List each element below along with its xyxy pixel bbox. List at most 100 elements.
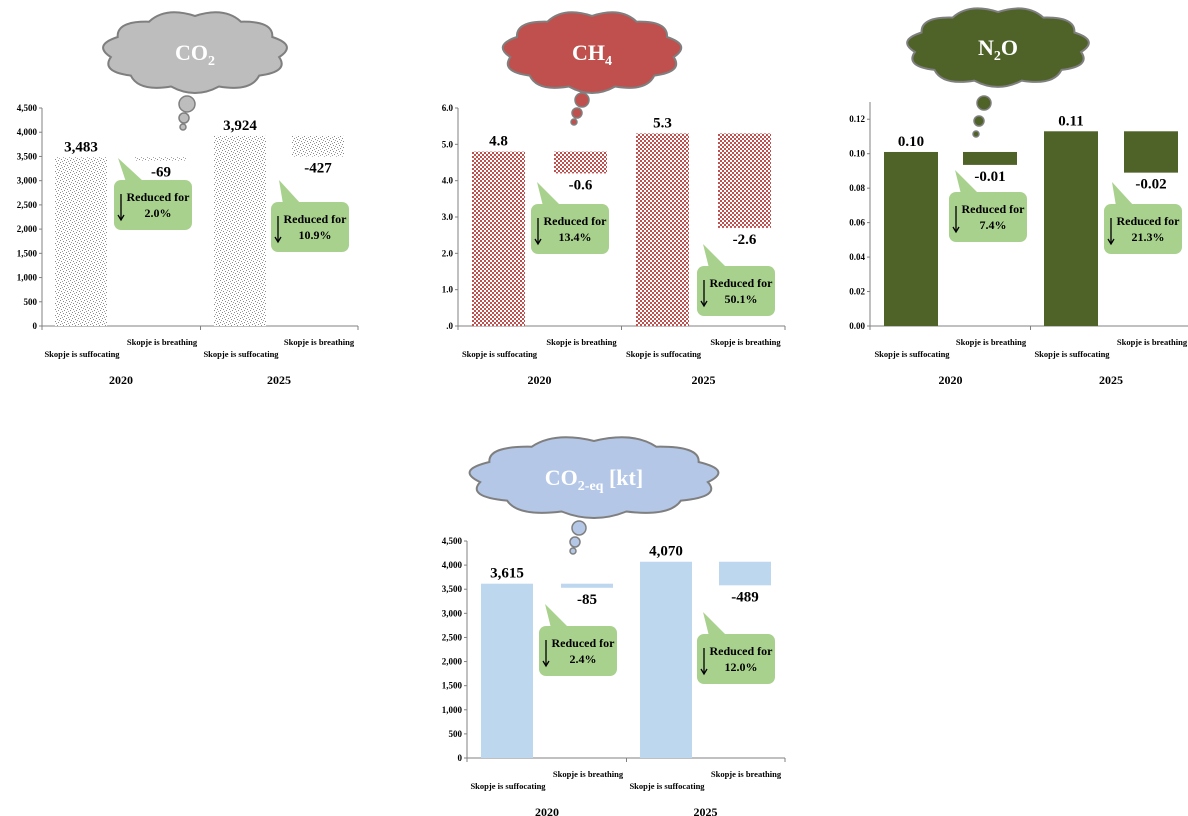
data-label-breathing: -0.01 (974, 169, 1005, 185)
thought-bubble (972, 130, 980, 138)
cloud-shape (906, 7, 1090, 88)
category-label: Skopje is breathing (711, 769, 782, 779)
thought-bubble (179, 123, 187, 131)
data-label-breathing: -489 (731, 589, 759, 605)
y-tick-label: 0.02 (849, 287, 865, 297)
category-label: Skopje is breathing (956, 337, 1027, 347)
callout-pointer (703, 244, 727, 268)
category-label: Skopje is suffocating (1034, 349, 1110, 359)
callout-text: Reduced for (962, 202, 1026, 216)
category-label: Skopje is breathing (284, 337, 355, 347)
title-cloud: CO2 (102, 11, 288, 131)
callout-box (531, 204, 609, 254)
thought-bubble (569, 547, 577, 555)
category-label: Skopje is suffocating (629, 781, 705, 791)
callout-value: 10.9% (299, 228, 332, 242)
cloud-shape (468, 436, 720, 519)
chart-panel: CH4 .0 1.0 2.0 3.0 4.0 5.0 6.0 4.8 -0.6 Skopje is … (442, 11, 786, 387)
callout-pointer (279, 180, 301, 204)
y-tick-label: 0.08 (849, 183, 865, 193)
group-label: 2020 (109, 373, 133, 387)
group-label: 2025 (267, 373, 291, 387)
data-label-suffocating: 4.8 (489, 134, 508, 150)
chart-panel: CO2-eq [kt] 0 500 1,000 1,500 2,000 2,500 3,000… (442, 436, 786, 816)
bar-breathing (292, 135, 344, 157)
category-label: Skopje is breathing (1117, 337, 1188, 347)
y-tick-label: 0.00 (849, 321, 865, 331)
reduction-callout: Reduced for 10.9% (271, 180, 349, 252)
bar-breathing (718, 133, 771, 228)
data-label-suffocating: 5.3 (653, 115, 672, 131)
y-tick-label: 1,000 (17, 273, 38, 283)
data-label-suffocating: 3,924 (223, 118, 257, 134)
y-tick-label: 0 (458, 753, 463, 763)
arrow-head-icon (117, 214, 125, 222)
y-tick-label: 2,000 (17, 224, 38, 234)
reduction-callout: Reduced for 2.4% (539, 604, 617, 676)
callout-box (1104, 204, 1182, 254)
group-label: 2025 (1099, 373, 1123, 387)
y-tick-label: 0.04 (849, 252, 865, 262)
arrow-head-icon (1107, 238, 1115, 246)
callout-text: Reduced for (127, 190, 191, 204)
data-label-suffocating: 3,483 (64, 139, 98, 155)
y-tick-label: 0 (33, 321, 38, 331)
callout-pointer (955, 170, 979, 194)
data-label-breathing: -2.6 (733, 232, 757, 248)
cloud-shape (102, 11, 288, 94)
bar-breathing (135, 157, 187, 161)
callout-value: 12.0% (725, 660, 758, 674)
thought-bubble (570, 118, 578, 126)
data-label-suffocating: 0.11 (1058, 113, 1083, 129)
y-tick-label: 3.0 (442, 212, 454, 222)
y-tick-label: 6.0 (442, 103, 454, 113)
group-label: 2025 (694, 805, 718, 816)
callout-pointer (545, 604, 569, 628)
arrow-head-icon (952, 226, 960, 234)
chart-panel: CO2 0 500 1,000 1,500 2,000 2,500 3,000 3,500 4,0… (17, 11, 359, 387)
y-tick-label: 500 (24, 297, 38, 307)
chart-title: N2O (978, 35, 1018, 64)
y-tick-label: 0.12 (849, 114, 865, 124)
bar-suffocating (636, 133, 689, 326)
y-tick-label: 4,500 (17, 103, 38, 113)
callout-text: Reduced for (710, 644, 774, 658)
callout-value: 13.4% (559, 230, 592, 244)
chart-panel: N2O 0.00 0.02 0.04 0.06 0.08 0.10 0.12 0.10 -0.01… (849, 7, 1188, 387)
y-tick-label: 0.10 (849, 149, 865, 159)
arrow-head-icon (700, 300, 708, 308)
y-tick-label: .0 (446, 321, 453, 331)
callout-box (539, 626, 617, 676)
callout-text: Reduced for (552, 636, 616, 650)
bar-suffocating (481, 583, 533, 758)
data-label-suffocating: 0.10 (898, 134, 924, 150)
group-label: 2020 (939, 373, 963, 387)
y-tick-label: 3,000 (17, 176, 38, 186)
data-label-breathing: -427 (304, 161, 332, 177)
thought-bubble (569, 536, 581, 548)
callout-pointer (118, 158, 144, 182)
bar-breathing (561, 583, 613, 588)
y-tick-label: 1.0 (442, 285, 454, 295)
callout-box (697, 634, 775, 684)
y-tick-label: 1,000 (442, 705, 463, 715)
data-label-breathing: -69 (151, 165, 171, 181)
arrow-head-icon (542, 660, 550, 668)
thought-bubble (571, 520, 587, 536)
thought-bubble (574, 92, 590, 108)
callout-box (114, 180, 192, 230)
group-label: 2020 (535, 805, 559, 816)
y-tick-label: 4,500 (442, 536, 463, 546)
bar-suffocating (884, 151, 938, 326)
bar-suffocating (55, 157, 107, 326)
callout-value: 2.0% (145, 206, 172, 220)
group-label: 2020 (528, 373, 552, 387)
category-label: Skopje is breathing (710, 337, 781, 347)
thought-bubble (973, 115, 985, 127)
thought-bubble (976, 95, 992, 111)
bar-suffocating (214, 135, 266, 326)
y-tick-label: 3,500 (442, 584, 463, 594)
title-cloud: CH4 (501, 11, 683, 126)
callout-pointer (1112, 182, 1134, 206)
